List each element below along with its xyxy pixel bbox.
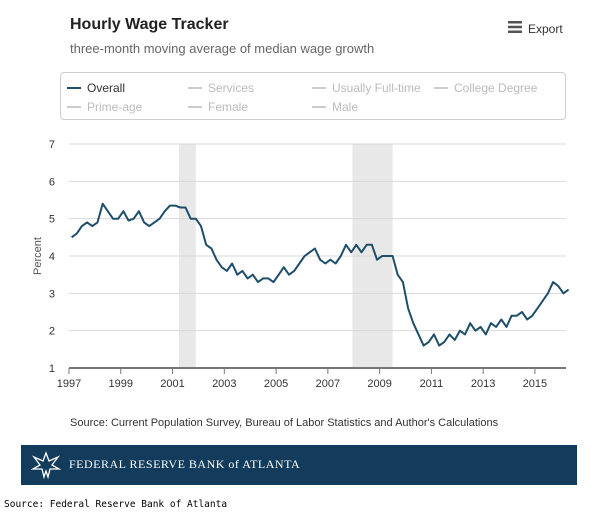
legend-label: College Degree — [454, 81, 538, 95]
chart-subtitle: three-month moving average of median wag… — [70, 41, 375, 56]
legend-label: Male — [332, 100, 359, 114]
x-tick-label: 2001 — [160, 378, 184, 390]
legend-swatch — [312, 106, 326, 108]
legend-swatch — [188, 106, 202, 108]
legend-label: Female — [208, 100, 249, 114]
x-tick-label: 2003 — [212, 378, 236, 390]
legend-label: Services — [208, 81, 255, 95]
fed-banner: FEDERAL RESERVE BANK of ATLANTA — [21, 445, 577, 485]
x-tick-label: 1999 — [109, 378, 133, 390]
x-tick-label: 2011 — [420, 378, 444, 390]
chart-legend: Overall Services Usually Full-time Colle… — [60, 72, 566, 120]
legend-swatch — [67, 87, 81, 89]
x-tick-label: 2013 — [471, 378, 495, 390]
y-tick-label: 4 — [49, 251, 55, 263]
legend-item-usually-full-time[interactable]: Usually Full-time — [312, 81, 421, 95]
legend-label: Overall — [87, 81, 126, 95]
export-label: Export — [528, 22, 563, 36]
series-line-overall — [71, 202, 570, 347]
legend-swatch — [188, 87, 202, 89]
chart-title: Hourly Wage Tracker — [70, 16, 229, 33]
legend-item-female[interactable]: Female — [188, 100, 248, 114]
hamburger-menu-icon — [508, 20, 522, 38]
eagle-logo-icon — [30, 451, 62, 484]
legend-label: Prime-age — [87, 100, 143, 114]
legend-item-overall[interactable]: Overall — [67, 81, 125, 95]
y-tick-label: 3 — [49, 288, 55, 300]
legend-item-male[interactable]: Male — [312, 100, 358, 114]
y-tick-label: 6 — [49, 176, 55, 188]
legend-item-college-degree[interactable]: College Degree — [434, 81, 537, 95]
banner-title: FEDERAL RESERVE BANK of ATLANTA — [69, 457, 301, 471]
footer-source: Source: Federal Reserve Bank of Atlanta — [4, 499, 228, 510]
x-tick-label: 1997 — [57, 378, 81, 390]
x-tick-label: 2015 — [523, 378, 547, 390]
export-button[interactable]: Export — [508, 20, 563, 38]
legend-label: Usually Full-time — [332, 81, 421, 95]
y-tick-label: 5 — [49, 214, 55, 226]
y-axis-label: Percent — [32, 237, 44, 275]
line-chart: 1 2 3 4 5 6 7 1997 1999 2001 2003 2005 2007 2009 2011 2… — [32, 139, 570, 390]
y-tick-label: 2 — [49, 326, 55, 338]
legend-item-services[interactable]: Services — [188, 81, 254, 95]
source-note: Source: Current Population Survey, Burea… — [70, 417, 499, 429]
legend-item-prime-age[interactable]: Prime-age — [67, 100, 142, 114]
legend-swatch — [434, 87, 448, 89]
y-tick-label: 7 — [49, 139, 55, 151]
legend-swatch — [312, 87, 326, 89]
x-tick-label: 2007 — [316, 378, 340, 390]
x-tick-label: 2005 — [264, 378, 288, 390]
legend-swatch — [67, 106, 81, 108]
x-tick-label: 2009 — [367, 378, 391, 390]
y-tick-label: 1 — [49, 363, 55, 375]
